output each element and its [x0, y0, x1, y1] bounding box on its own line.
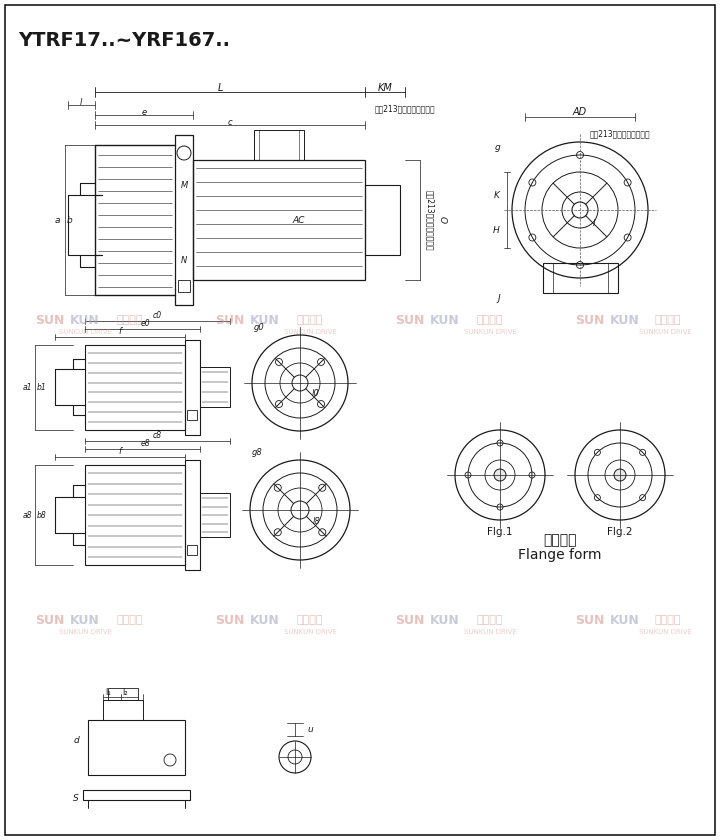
Text: KM: KM: [377, 83, 392, 93]
Text: H: H: [493, 225, 500, 234]
Text: b8: b8: [37, 511, 47, 519]
Text: d: d: [73, 736, 79, 744]
Text: SUNKUN DRIVE: SUNKUN DRIVE: [639, 629, 691, 635]
Text: SUNKUN DRIVE: SUNKUN DRIVE: [284, 329, 336, 335]
Text: KUN: KUN: [610, 313, 640, 327]
Text: Flg.2: Flg.2: [607, 527, 633, 537]
Bar: [178, 280, 190, 292]
Text: l₂: l₂: [122, 687, 128, 696]
Text: KUN: KUN: [250, 613, 280, 627]
Text: g8: g8: [252, 448, 263, 456]
Text: J: J: [498, 293, 500, 302]
Bar: [108, 688, 138, 700]
Bar: [103, 700, 143, 720]
Bar: [200, 367, 230, 407]
Text: SUN: SUN: [575, 313, 605, 327]
Text: AC: AC: [293, 216, 305, 224]
Text: 见第213页附录电机尺寸表: 见第213页附录电机尺寸表: [375, 104, 436, 113]
Text: e: e: [141, 108, 147, 117]
Text: AD: AD: [573, 107, 587, 117]
Text: S: S: [73, 794, 79, 802]
Text: 法兰型式: 法兰型式: [544, 533, 577, 547]
Text: 上坤传动: 上坤传动: [654, 315, 681, 325]
Bar: [365, 185, 400, 255]
Text: O: O: [438, 217, 446, 223]
Text: l: l: [593, 218, 595, 228]
Bar: [88, 720, 185, 775]
Text: f: f: [119, 447, 122, 455]
Text: KUN: KUN: [70, 313, 100, 327]
Text: u: u: [307, 725, 313, 733]
Text: a8: a8: [22, 511, 32, 519]
Text: e0: e0: [140, 318, 150, 328]
Text: c0: c0: [153, 311, 161, 319]
Text: 上坤传动: 上坤传动: [297, 315, 323, 325]
Text: M: M: [181, 181, 188, 190]
Text: 上坤传动: 上坤传动: [477, 615, 503, 625]
Bar: [85, 465, 185, 565]
Text: b1: b1: [37, 382, 47, 391]
Text: SUNKUN DRIVE: SUNKUN DRIVE: [58, 629, 112, 635]
Text: 上坤传动: 上坤传动: [117, 315, 143, 325]
Text: SUN: SUN: [395, 313, 425, 327]
Bar: [185, 340, 200, 435]
Text: 上坤传动: 上坤传动: [297, 615, 323, 625]
Text: SUN: SUN: [575, 613, 605, 627]
Text: c8: c8: [153, 431, 161, 439]
Bar: [193, 160, 365, 280]
Circle shape: [494, 469, 506, 481]
Text: SUN: SUN: [395, 613, 425, 627]
Text: l0: l0: [312, 389, 320, 397]
Text: a: a: [54, 216, 60, 224]
Bar: [254, 130, 304, 160]
Text: l₁: l₁: [105, 687, 111, 696]
Text: c: c: [228, 118, 233, 127]
Text: e8: e8: [140, 438, 150, 448]
Text: a1: a1: [22, 382, 32, 391]
Text: KUN: KUN: [250, 313, 280, 327]
Text: SUN: SUN: [215, 613, 245, 627]
Text: KUN: KUN: [610, 613, 640, 627]
Text: YTRF17..~YRF167..: YTRF17..~YRF167..: [18, 30, 230, 50]
Text: L: L: [217, 83, 222, 93]
Text: SUNKUN DRIVE: SUNKUN DRIVE: [464, 329, 516, 335]
Text: SUNKUN DRIVE: SUNKUN DRIVE: [639, 329, 691, 335]
Text: 上坤传动: 上坤传动: [654, 615, 681, 625]
Text: g: g: [494, 143, 500, 151]
Text: SUN: SUN: [35, 613, 65, 627]
Text: SUN: SUN: [35, 313, 65, 327]
Text: l: l: [80, 97, 82, 107]
Text: SUNKUN DRIVE: SUNKUN DRIVE: [58, 329, 112, 335]
Text: 上坤传动: 上坤传动: [477, 315, 503, 325]
Bar: [83, 790, 190, 800]
Text: KUN: KUN: [430, 313, 460, 327]
Text: KUN: KUN: [430, 613, 460, 627]
Text: 上坤传动: 上坤传动: [117, 615, 143, 625]
Bar: [185, 460, 200, 570]
Text: SUNKUN DRIVE: SUNKUN DRIVE: [464, 629, 516, 635]
Bar: [543, 263, 618, 293]
Text: g0: g0: [254, 323, 265, 332]
Text: f: f: [119, 327, 122, 335]
Bar: [187, 545, 197, 555]
Bar: [200, 493, 230, 537]
Text: K: K: [494, 191, 500, 200]
Text: 见第213页附录电机尺寸表: 见第213页附录电机尺寸表: [426, 190, 434, 250]
Bar: [175, 135, 193, 305]
Text: Flange form: Flange form: [518, 548, 602, 562]
Text: SUN: SUN: [215, 313, 245, 327]
Bar: [187, 410, 197, 420]
Circle shape: [614, 469, 626, 481]
Text: l8: l8: [313, 517, 320, 526]
Text: KUN: KUN: [70, 613, 100, 627]
Bar: [85, 345, 185, 430]
Text: b: b: [67, 216, 73, 224]
Text: Flg.1: Flg.1: [487, 527, 513, 537]
Text: N: N: [181, 255, 187, 265]
Text: 见第213页附录电机尺寸表: 见第213页附录电机尺寸表: [590, 129, 651, 138]
Text: SUNKUN DRIVE: SUNKUN DRIVE: [284, 629, 336, 635]
